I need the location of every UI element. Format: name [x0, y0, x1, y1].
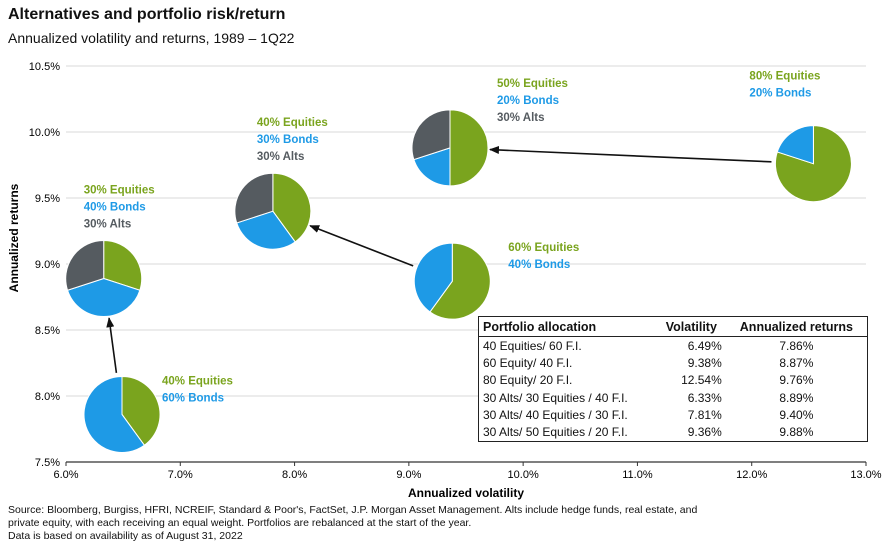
table-cell: 30 Alts/ 30 Equities / 40 F.I.: [483, 390, 628, 405]
allocation-label: 40% Equities: [257, 117, 328, 129]
table-cell: 7.81%: [687, 407, 722, 422]
pie-slice-equities: [449, 109, 489, 187]
allocation-label: 50% Equities: [497, 78, 568, 90]
allocation-label: 60% Bonds: [162, 392, 224, 404]
arrow-40-equities-60-bonds: [106, 317, 118, 373]
pie-slice-bonds: [776, 125, 814, 165]
x-tick-label: 13.0%: [850, 469, 881, 481]
pie-slice-alts: [65, 240, 105, 291]
axes: 7.5% 8.0% 8.5% 9.0% 9.5% 10.0% 10.5% 6.0% 7.0% 8.…: [29, 61, 882, 481]
pie-slice-equities: [103, 240, 143, 291]
table-row: 30 Alts/ 50 Equities / 20 F.I. 9.36% 9.8…: [479, 424, 868, 442]
allocation-label: 30% Alts: [497, 112, 545, 124]
table-cell: 60 Equity/ 40 F.I.: [483, 355, 573, 370]
y-tick-label: 8.5%: [35, 325, 60, 337]
table-cell: 40 Equities/ 60 F.I.: [483, 338, 582, 353]
x-tick-label: 11.0%: [622, 469, 653, 481]
chart-title: Alternatives and portfolio risk/return: [8, 6, 286, 23]
pie-slice-equities: [429, 242, 491, 320]
allocation-label: 30% Alts: [257, 151, 305, 163]
table-cell: 6.33%: [687, 390, 722, 405]
table-cell: 8.87%: [779, 355, 814, 370]
table-cell: 9.76%: [779, 373, 814, 388]
table-header-row: Portfolio allocation Volatility Annualiz…: [478, 316, 868, 337]
x-tick-label: 8.0%: [282, 469, 307, 481]
table-cell: 6.49%: [687, 338, 722, 353]
allocation-label: 40% Bonds: [508, 259, 570, 271]
x-tick-label: 10.0%: [508, 469, 539, 481]
y-tick-label: 7.5%: [35, 457, 60, 469]
pie-slice-alts: [411, 109, 451, 161]
allocation-label: 40% Bonds: [84, 202, 146, 214]
chart-subtitle: Annualized volatility and returns, 1989 …: [8, 30, 295, 46]
table-row: 30 Alts/ 30 Equities / 40 F.I. 6.33% 8.8…: [479, 389, 868, 406]
x-tick-label: 12.0%: [736, 469, 767, 481]
y-axis-label: Annualized returns: [7, 183, 21, 292]
x-tick-label: 6.0%: [53, 469, 78, 481]
pie-slice-bonds: [413, 242, 453, 313]
table-cell: 7.86%: [779, 338, 814, 353]
pie-slice-bonds: [83, 375, 146, 453]
y-tick-label: 8.0%: [35, 391, 60, 403]
header-volatility: Volatility: [656, 316, 726, 337]
table-row: 40 Equities/ 60 F.I. 6.49% 7.86%: [479, 337, 868, 355]
x-tick-label: 9.0%: [396, 469, 421, 481]
footnote-line: Data is based on availability as of Augu…: [8, 530, 243, 542]
pie-slice-equities: [272, 172, 312, 243]
table-cell: 30 Alts/ 50 Equities / 20 F.I.: [483, 425, 628, 440]
arrow-60-equities-40-bonds: [309, 224, 414, 267]
arrows: [106, 145, 772, 373]
table-cell: 30 Alts/ 40 Equities / 30 F.I.: [483, 407, 628, 422]
pie-slice-equities: [121, 375, 161, 446]
header-annualized-returns: Annualized returns: [725, 316, 868, 337]
pie-slice-bonds: [413, 147, 451, 187]
table-cell: 80 Equity/ 20 F.I.: [483, 373, 573, 388]
x-tick-label: 7.0%: [168, 469, 193, 481]
pie-slice-bonds: [236, 210, 296, 250]
allocation-label: 60% Equities: [508, 242, 579, 254]
footnote-line: private equity, with each receiving an e…: [8, 517, 472, 529]
allocation-label: 80% Equities: [749, 71, 820, 83]
table-row: 80 Equity/ 20 F.I. 12.54% 9.76%: [479, 372, 868, 389]
table-cell: 9.36%: [687, 425, 722, 440]
allocation-label: 20% Bonds: [749, 88, 811, 100]
portfolio-allocation-table: Portfolio allocation Volatility Annualiz…: [478, 316, 868, 442]
table-cell: 12.54%: [681, 373, 722, 388]
y-tick-label: 9.0%: [35, 259, 60, 271]
table-row: 30 Alts/ 40 Equities / 30 F.I. 7.81% 9.4…: [479, 406, 868, 423]
table-cell: 8.89%: [779, 390, 814, 405]
pie-slice-bonds: [66, 277, 141, 317]
table-cell: 9.40%: [779, 407, 814, 422]
pie-slice-alts: [234, 172, 274, 224]
header-portfolio-allocation: Portfolio allocation: [478, 316, 657, 337]
y-tick-label: 9.5%: [35, 193, 60, 205]
allocation-label: 40% Equities: [162, 375, 233, 387]
table-cell: 9.88%: [779, 425, 814, 440]
arrow-80-equities-20-bonds: [488, 145, 772, 163]
y-tick-label: 10.0%: [29, 127, 60, 139]
y-tick-label: 10.5%: [29, 61, 60, 73]
allocation-label: 30% Equities: [84, 185, 155, 197]
allocation-label: 30% Alts: [84, 219, 132, 231]
allocation-labels: 40% Equities 60% Bonds 60% Equities 40% Bon…: [84, 71, 821, 405]
table-cell: 9.38%: [687, 355, 722, 370]
footnote-line: Source: Bloomberg, Burgiss, HFRI, NCREIF…: [8, 504, 698, 516]
source-footnote: Source: Bloomberg, Burgiss, HFRI, NCREIF…: [8, 504, 768, 543]
allocation-label: 30% Bonds: [257, 134, 319, 146]
table-row: 60 Equity/ 40 F.I. 9.38% 8.87%: [479, 354, 868, 371]
allocation-label: 20% Bonds: [497, 95, 559, 107]
x-axis-label: Annualized volatility: [408, 486, 524, 500]
pies: [65, 109, 852, 453]
